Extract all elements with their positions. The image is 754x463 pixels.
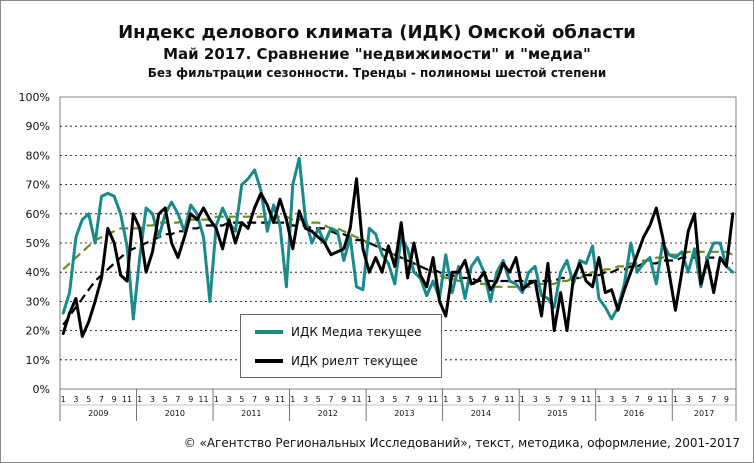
y-tick-label: 40% (26, 266, 50, 279)
x-month-tick-label: 9 (418, 395, 423, 404)
x-month-tick-label: 9 (112, 395, 117, 404)
x-month-tick-label: 7 (558, 395, 563, 404)
x-year-label: 2010 (165, 409, 185, 418)
y-tick-label: 10% (26, 354, 50, 367)
x-month-tick-label: 3 (533, 395, 538, 404)
chart-subtitle-2: Без фильтрации сезонности. Тренды - поли… (147, 66, 607, 80)
x-year-label: 2013 (394, 409, 414, 418)
x-year-label: 2014 (471, 409, 491, 418)
x-month-tick-label: 3 (609, 395, 614, 404)
x-month-tick-label: 1 (520, 395, 525, 404)
x-month-tick-label: 7 (328, 395, 333, 404)
legend-label-media: ИДК Медиа текущее (291, 325, 422, 339)
legend-item-realty: ИДК риелт текущее (255, 351, 418, 371)
x-year-label: 2009 (88, 409, 108, 418)
copyright-footer: © «Агентство Региональных Исследований»,… (183, 436, 740, 450)
x-year-label: 2015 (547, 409, 567, 418)
x-month-tick-label: 3 (456, 395, 461, 404)
x-month-tick-label: 1 (596, 395, 601, 404)
chart-legend: ИДК Медиа текущее ИДК риелт текущее (240, 314, 442, 378)
x-month-tick-label: 11 (581, 395, 591, 404)
x-year-label: 2012 (318, 409, 338, 418)
x-month-tick-label: 5 (545, 395, 550, 404)
x-month-tick-label: 7 (635, 395, 640, 404)
x-year-label: 2017 (694, 409, 714, 418)
x-month-tick-label: 3 (686, 395, 691, 404)
x-month-tick-label: 1 (367, 395, 372, 404)
x-month-tick-label: 9 (341, 395, 346, 404)
legend-item-media: ИДК Медиа текущее (255, 322, 421, 342)
x-month-tick-label: 11 (275, 395, 285, 404)
x-month-tick-label: 1 (214, 395, 219, 404)
x-month-tick-label: 5 (469, 395, 474, 404)
x-month-tick-label: 5 (163, 395, 168, 404)
x-year-label: 2016 (624, 409, 644, 418)
x-month-tick-label: 5 (392, 395, 397, 404)
x-month-tick-label: 1 (673, 395, 678, 404)
x-month-tick-label: 3 (73, 395, 78, 404)
x-month-tick-label: 7 (252, 395, 257, 404)
x-month-tick-label: 9 (265, 395, 270, 404)
x-month-tick-label: 1 (290, 395, 295, 404)
x-month-tick-label: 9 (494, 395, 499, 404)
legend-label-realty: ИДК риелт текущее (291, 354, 418, 368)
trend-line-0 (62, 215, 734, 288)
x-month-tick-label: 11 (122, 395, 132, 404)
chart-title: Индекс делового климата (ИДК) Омской обл… (118, 22, 636, 43)
y-tick-label: 80% (26, 149, 50, 162)
chart-subtitle: Май 2017. Сравнение "недвижимости" и "ме… (163, 45, 591, 63)
legend-swatch-media (255, 330, 283, 334)
y-tick-label: 50% (26, 237, 50, 250)
x-month-tick-label: 5 (316, 395, 321, 404)
x-month-tick-label: 3 (380, 395, 385, 404)
x-month-tick-label: 7 (99, 395, 104, 404)
y-tick-label: 60% (26, 208, 50, 221)
series-line-1 (61, 177, 735, 338)
x-month-tick-label: 1 (137, 395, 142, 404)
x-month-tick-label: 11 (351, 395, 361, 404)
x-month-tick-label: 5 (698, 395, 703, 404)
x-year-label: 2011 (241, 409, 261, 418)
x-month-tick-label: 9 (647, 395, 652, 404)
x-month-tick-label: 3 (150, 395, 155, 404)
x-month-tick-label: 7 (175, 395, 180, 404)
x-month-tick-label: 5 (239, 395, 244, 404)
x-month-tick-label: 7 (405, 395, 410, 404)
x-month-tick-label: 11 (505, 395, 515, 404)
x-month-tick-label: 1 (61, 395, 66, 404)
y-tick-label: 70% (26, 179, 50, 192)
x-month-tick-label: 9 (724, 395, 729, 404)
x-month-tick-label: 3 (303, 395, 308, 404)
y-tick-label: 20% (26, 325, 50, 338)
x-month-tick-label: 11 (658, 395, 668, 404)
x-month-tick-label: 9 (571, 395, 576, 404)
y-tick-label: 100% (19, 91, 50, 104)
x-month-tick-label: 9 (188, 395, 193, 404)
y-tick-label: 0% (33, 383, 50, 396)
y-tick-label: 90% (26, 120, 50, 133)
x-month-tick-label: 1 (443, 395, 448, 404)
legend-swatch-realty (255, 359, 283, 363)
x-month-tick-label: 11 (198, 395, 208, 404)
x-month-tick-label: 5 (86, 395, 91, 404)
y-tick-label: 30% (26, 295, 50, 308)
x-month-tick-label: 11 (428, 395, 438, 404)
x-month-tick-label: 3 (226, 395, 231, 404)
x-month-tick-label: 7 (482, 395, 487, 404)
x-month-tick-label: 5 (622, 395, 627, 404)
x-month-tick-label: 7 (711, 395, 716, 404)
